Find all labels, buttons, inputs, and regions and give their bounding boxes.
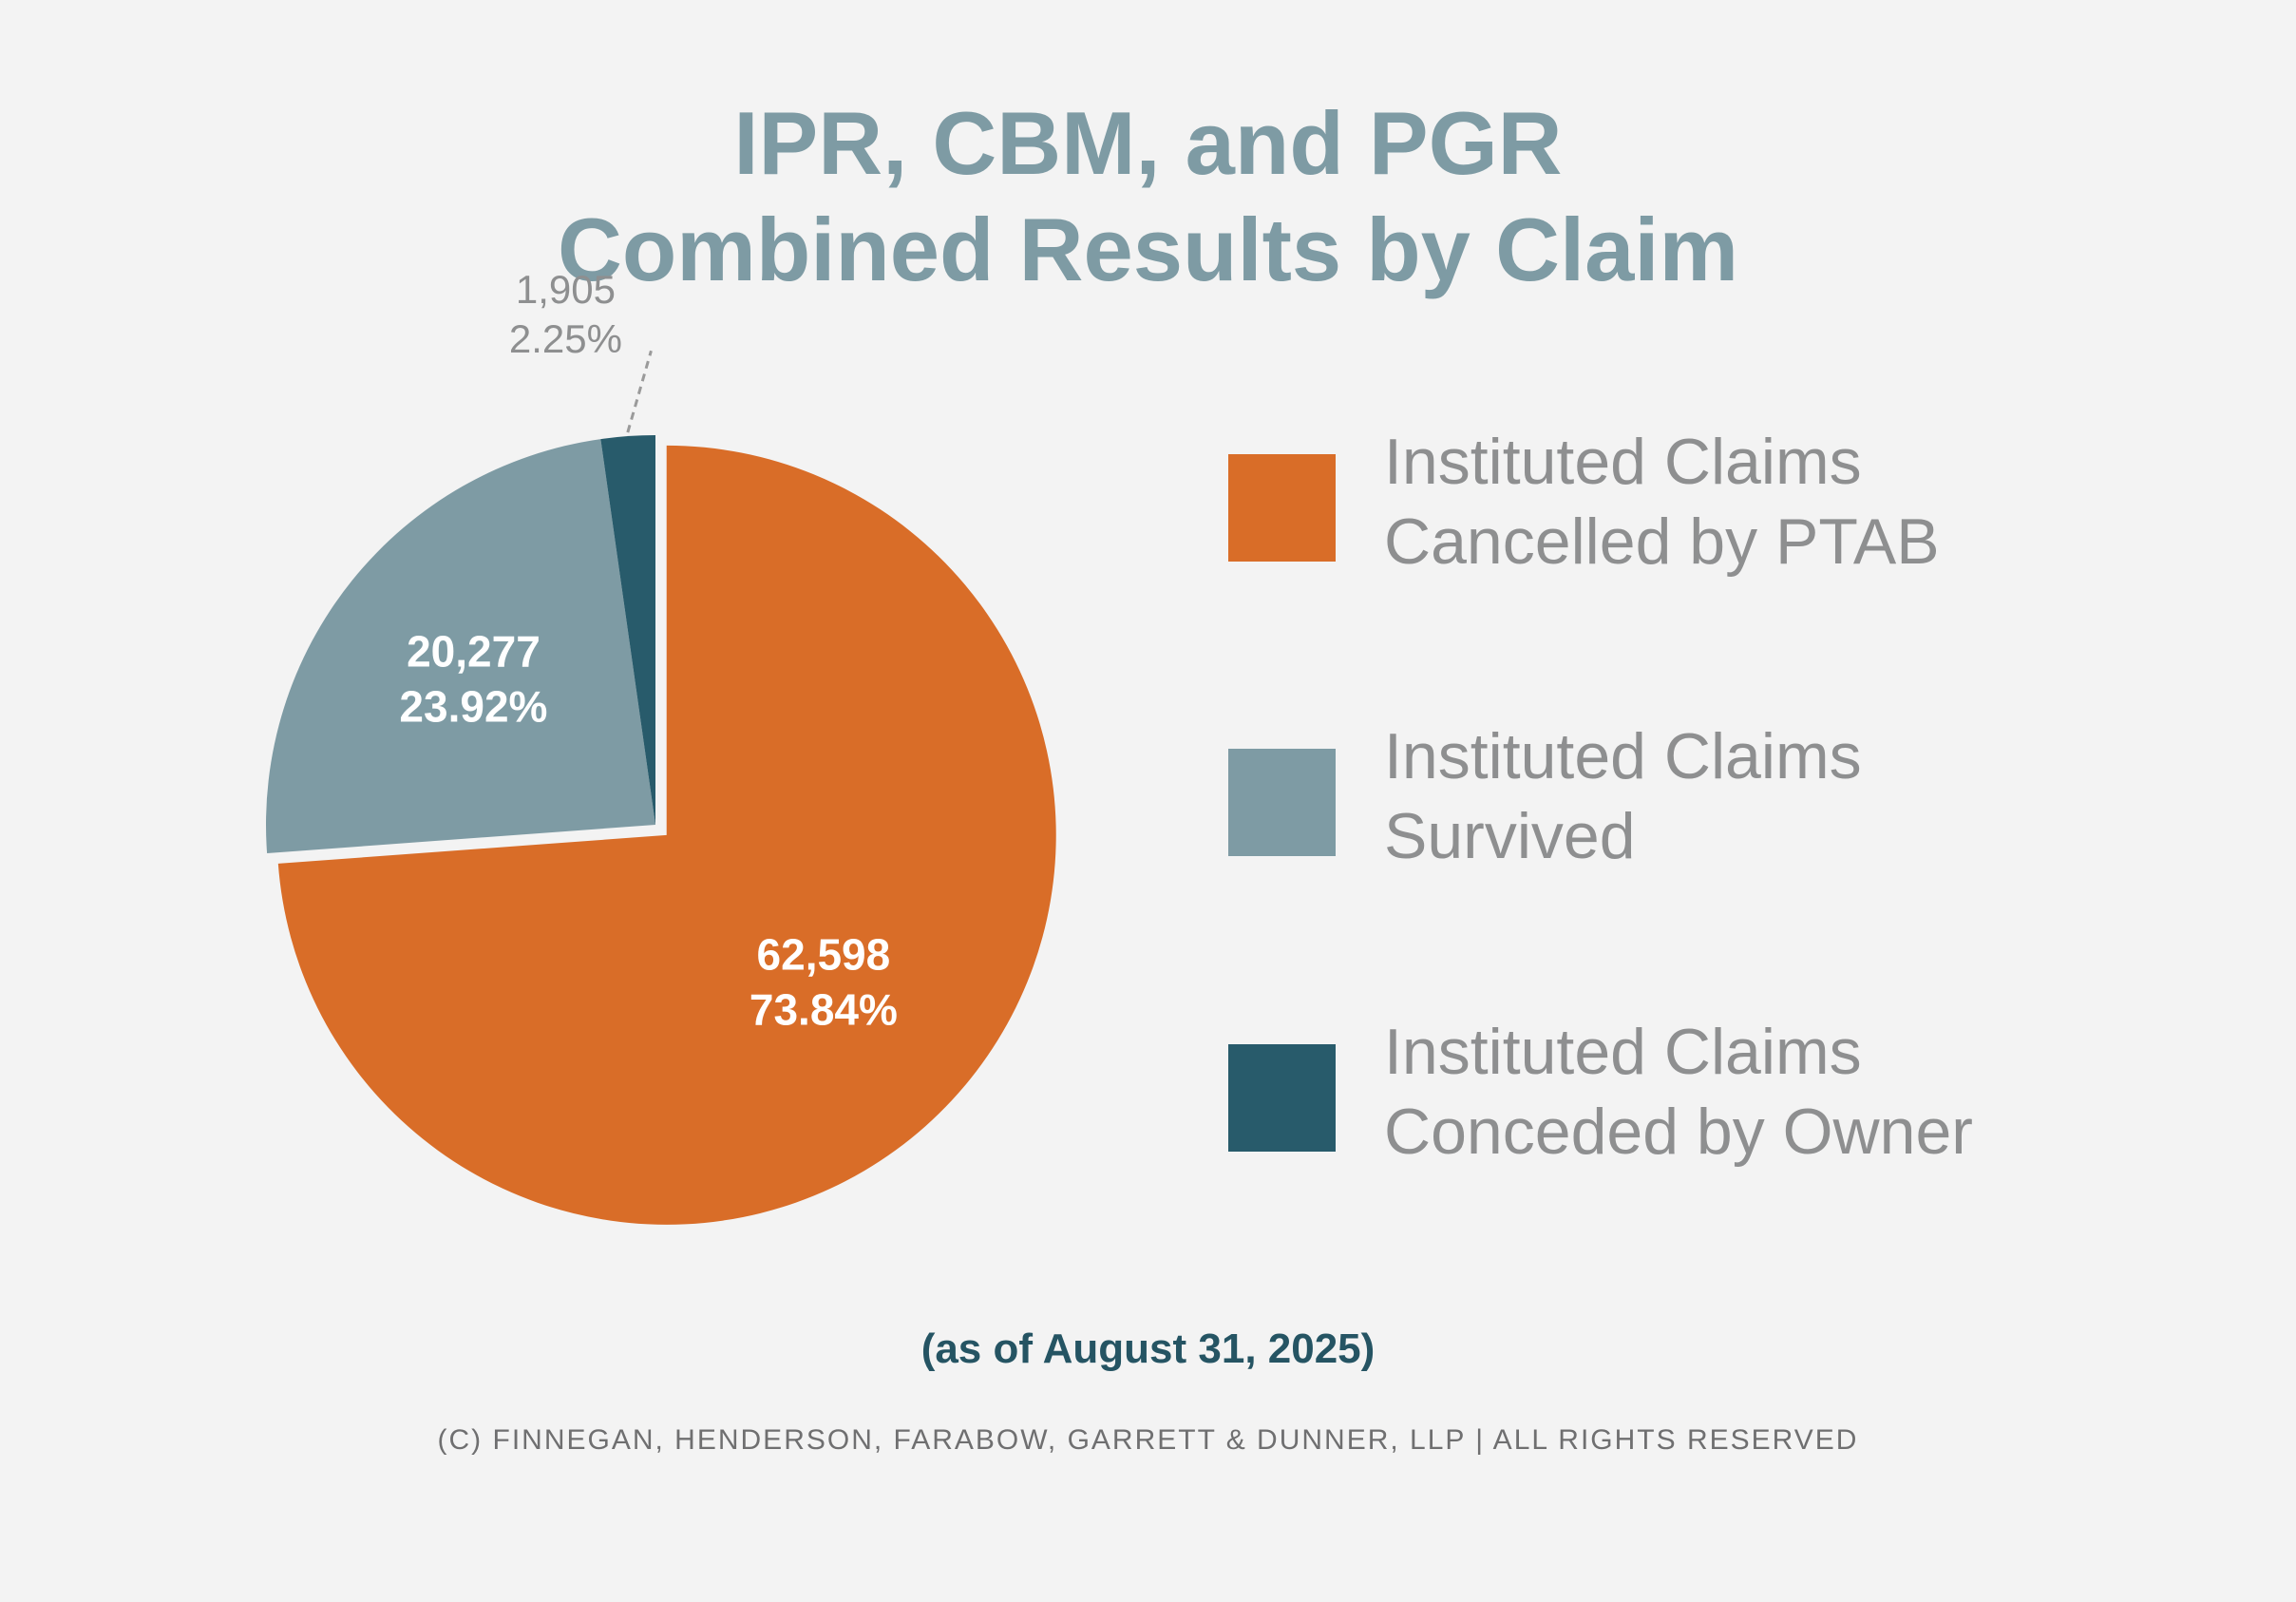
legend-label-cancelled: Instituted Claims Cancelled by PTAB: [1384, 422, 1940, 582]
pie-slice-cancelled: [277, 445, 1056, 1225]
legend-label-survived: Instituted Claims Survived: [1384, 716, 1862, 876]
legend-item-survived: Instituted Claims Survived: [1225, 713, 2251, 872]
legend-item-cancelled: Instituted Claims Cancelled by PTAB: [1225, 418, 2251, 578]
pie-label-survived-percent: 23.92%: [399, 682, 547, 732]
pie-label-cancelled-value: 62,598: [757, 929, 891, 979]
legend-label-survived-line-1: Instituted Claims: [1384, 720, 1862, 792]
pie-slices: [266, 435, 1056, 1225]
legend-label-cancelled-line-2: Cancelled by PTAB: [1384, 505, 1940, 578]
legend-label-conceded: Instituted Claims Conceded by Owner: [1384, 1012, 1973, 1172]
legend-label-cancelled-line-1: Instituted Claims: [1384, 426, 1862, 498]
chart-title: IPR, CBM, and PGR Combined Results by Cl…: [0, 90, 2296, 303]
pie-label-cancelled-percent: 73.84%: [750, 984, 898, 1034]
pie-slice-conceded: [600, 435, 655, 825]
chart-title-line-2: Combined Results by Claim: [557, 200, 1739, 299]
pie-label-conceded-percent: 2.25%: [509, 316, 622, 361]
pie-label-conceded-value: 1,905: [516, 267, 616, 312]
legend-label-survived-line-2: Survived: [1384, 800, 1636, 872]
legend-swatch-conceded: [1228, 1044, 1336, 1152]
pie-leader-line-conceded: [626, 350, 653, 433]
pie-label-survived-value: 20,277: [407, 627, 541, 677]
legend-label-conceded-line-1: Instituted Claims: [1384, 1016, 1862, 1088]
legend-label-conceded-line-2: Conceded by Owner: [1384, 1096, 1973, 1168]
legend-swatch-cancelled: [1228, 454, 1336, 562]
pie-slice-survived: [266, 439, 655, 853]
chart-title-line-1: IPR, CBM, and PGR: [733, 93, 1563, 193]
legend-swatch-survived: [1228, 749, 1336, 856]
copyright-footer: (C) Finnegan, Henderson, Farabow, Garret…: [437, 1424, 1859, 1456]
legend-item-conceded: Instituted Claims Conceded by Owner: [1225, 1008, 2251, 1168]
as-of-date: (as of August 31, 2025): [920, 1325, 1376, 1372]
